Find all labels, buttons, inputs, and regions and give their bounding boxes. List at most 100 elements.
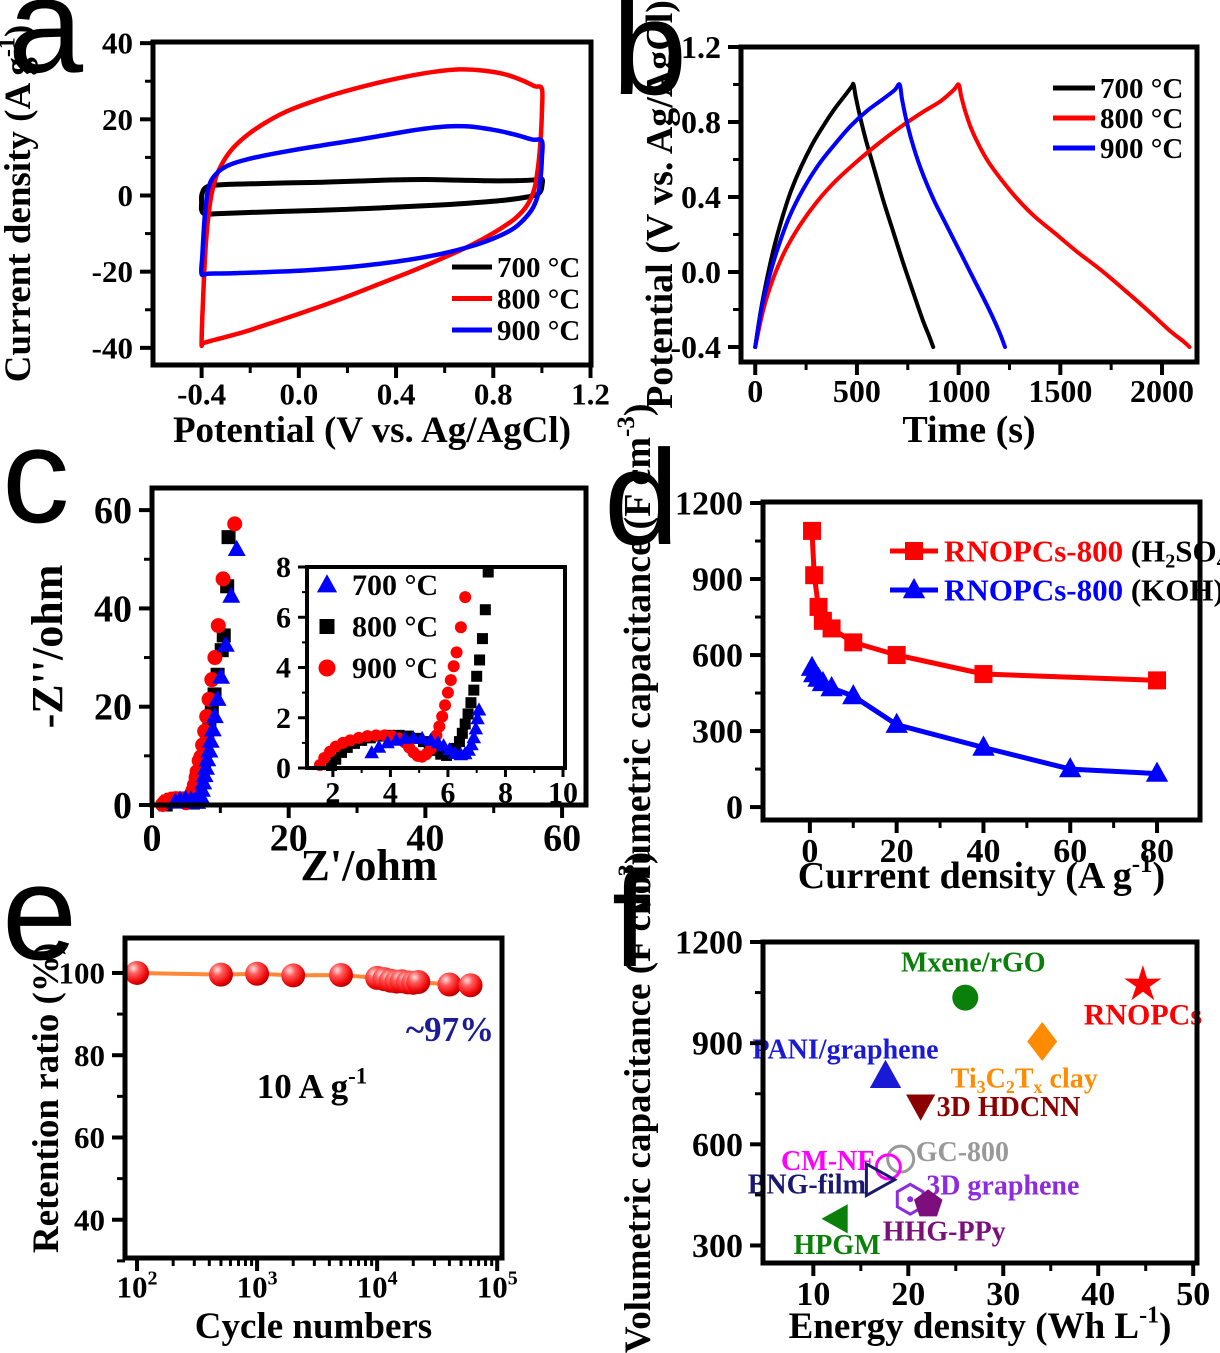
triangle-up-marker	[1059, 757, 1082, 778]
triangle-up-marker	[471, 702, 487, 716]
series-900-C	[313, 591, 472, 771]
circle-marker	[227, 516, 243, 532]
series-900-C	[155, 516, 243, 813]
y-tick-label: 300	[692, 714, 743, 751]
legend-label: 800 °C	[497, 283, 580, 315]
PANI/graphene-marker	[869, 1059, 902, 1088]
triangle-up-marker	[208, 689, 227, 706]
sphere-marker	[125, 960, 150, 985]
y-axis-label: Current density (A g-1)	[0, 25, 39, 382]
3D HDCNN-marker	[906, 1094, 936, 1121]
x-tick-label: 40	[1081, 1276, 1115, 1313]
series-line	[753, 81, 936, 349]
legend-label: 700 °C	[1100, 73, 1183, 105]
circle-marker	[207, 650, 223, 666]
RNOPCs-label: RNOPCs	[1084, 998, 1202, 1031]
panel-letter-c: c	[2, 400, 70, 551]
y-tick-label: 600	[692, 1127, 743, 1164]
legend-label: 900 °C	[1100, 133, 1183, 165]
series-700-C	[753, 81, 936, 349]
legend-label: 700 °C	[497, 252, 580, 284]
y-tick-label: 2	[276, 702, 291, 735]
point-dot	[907, 1196, 914, 1203]
circle-marker	[370, 729, 383, 742]
sphere-marker	[208, 962, 233, 987]
y-tick-label: 20	[102, 102, 133, 137]
x-tick-label: 50	[1176, 1276, 1210, 1313]
y-tick-label: 100	[59, 956, 106, 991]
y-tick-label: 1200	[675, 486, 743, 523]
panel-e: 102 103 104 105 40 60 80 100 Cycle numbers Retent…	[26, 935, 518, 1347]
circle-marker	[433, 720, 446, 733]
x-tick-label: 0.8	[474, 376, 513, 411]
annotation: ~97%	[406, 1010, 494, 1049]
square-marker	[459, 718, 471, 730]
y-axis-label: -Z''/ohm	[23, 565, 72, 729]
x-tick-label: 40	[966, 833, 1000, 870]
plot-frame	[149, 485, 589, 808]
x-axis-label: Current density (A g-1)	[798, 851, 1165, 897]
y-tick-label: 40	[94, 588, 132, 630]
triangle-up-marker	[371, 739, 387, 753]
y-tick-label: 900	[692, 562, 743, 599]
series-RNOPCs-800-H2SO4-	[803, 521, 1167, 690]
x-tick-label: 0	[143, 817, 162, 859]
x-tick-label: 102	[117, 1267, 158, 1304]
circle-marker	[436, 710, 449, 723]
circle-marker	[454, 621, 467, 634]
x-tick-label: 2	[325, 777, 340, 810]
panel-f: Mxene/rGO RNOPCs Ti3C2Tx clay PANI/graphene…	[615, 852, 1211, 1353]
triangle-up-marker	[820, 676, 843, 697]
triangle-up-marker	[201, 731, 220, 748]
legend: 700 °C 800 °C 900 °C	[316, 569, 438, 685]
series-materials-comparison: Mxene/rGO RNOPCs Ti3C2Tx clay PANI/graphene…	[748, 948, 1202, 1261]
panel-d: 0 20 40 60 80 0 300 600 900 1200 Current density (…	[613, 403, 1220, 918]
triangle-up-marker	[227, 539, 246, 556]
square-marker	[221, 530, 236, 545]
panel-c-inset: 2 4 6 8 10 0 2 4 6 8 700 °C 800 °C 900 °C	[276, 551, 578, 809]
legend-label: 800 °C	[1100, 103, 1183, 135]
circle-marker	[450, 646, 463, 659]
panel-b: 0 500 1000 1500 2000 -0.4 0.0 0.4 0.8 1.2 Time (s)…	[639, 0, 1200, 451]
legend-swatch-marker	[319, 619, 335, 634]
x-tick-label: 104	[357, 1267, 398, 1304]
y-tick-label: 8	[276, 551, 291, 584]
circle-marker	[447, 660, 460, 673]
plot-frame	[760, 939, 1200, 1266]
y-tick-label: 900	[692, 1026, 743, 1063]
y-tick-label: 0	[113, 785, 132, 827]
square-marker	[887, 646, 906, 665]
y-tick-label: 4	[276, 652, 291, 685]
square-marker	[803, 521, 822, 540]
y-tick-label: -20	[92, 254, 133, 289]
square-marker	[336, 746, 348, 758]
panel-letter-b: b	[612, 0, 688, 123]
triangle-up-marker	[197, 758, 215, 775]
x-axis-label: Z'/ohm	[301, 841, 438, 890]
y-tick-label: 300	[692, 1228, 743, 1265]
square-marker	[330, 753, 342, 765]
square-marker	[471, 670, 483, 682]
sphere-marker	[458, 973, 483, 998]
x-tick-label: 500	[833, 373, 881, 409]
y-axis-label: Retention ratio (%)	[26, 943, 67, 1253]
panel-letter-e: e	[2, 837, 78, 988]
series-800-C	[199, 67, 545, 349]
x-tick-label: 105	[477, 1267, 518, 1304]
circle-marker	[444, 674, 457, 687]
3D graphene-marker	[895, 1182, 925, 1216]
HPGM-marker	[821, 1204, 848, 1234]
x-tick-label: 1000	[927, 373, 991, 409]
HHG-PPy-marker	[914, 1189, 943, 1217]
series-line	[198, 176, 545, 217]
Ti3C2Tx clay-marker	[1027, 1022, 1058, 1061]
x-tick-label: 8	[498, 777, 513, 810]
y-tick-label: 6	[276, 601, 291, 634]
x-tick-label: 0	[801, 833, 818, 870]
x-tick-label: 20	[270, 817, 308, 859]
series-900-C	[753, 82, 1007, 349]
x-tick-label: 4	[383, 777, 398, 810]
sphere-marker	[329, 963, 354, 988]
legend-label: 700 °C	[352, 569, 438, 602]
triangle-up-marker	[414, 730, 430, 744]
